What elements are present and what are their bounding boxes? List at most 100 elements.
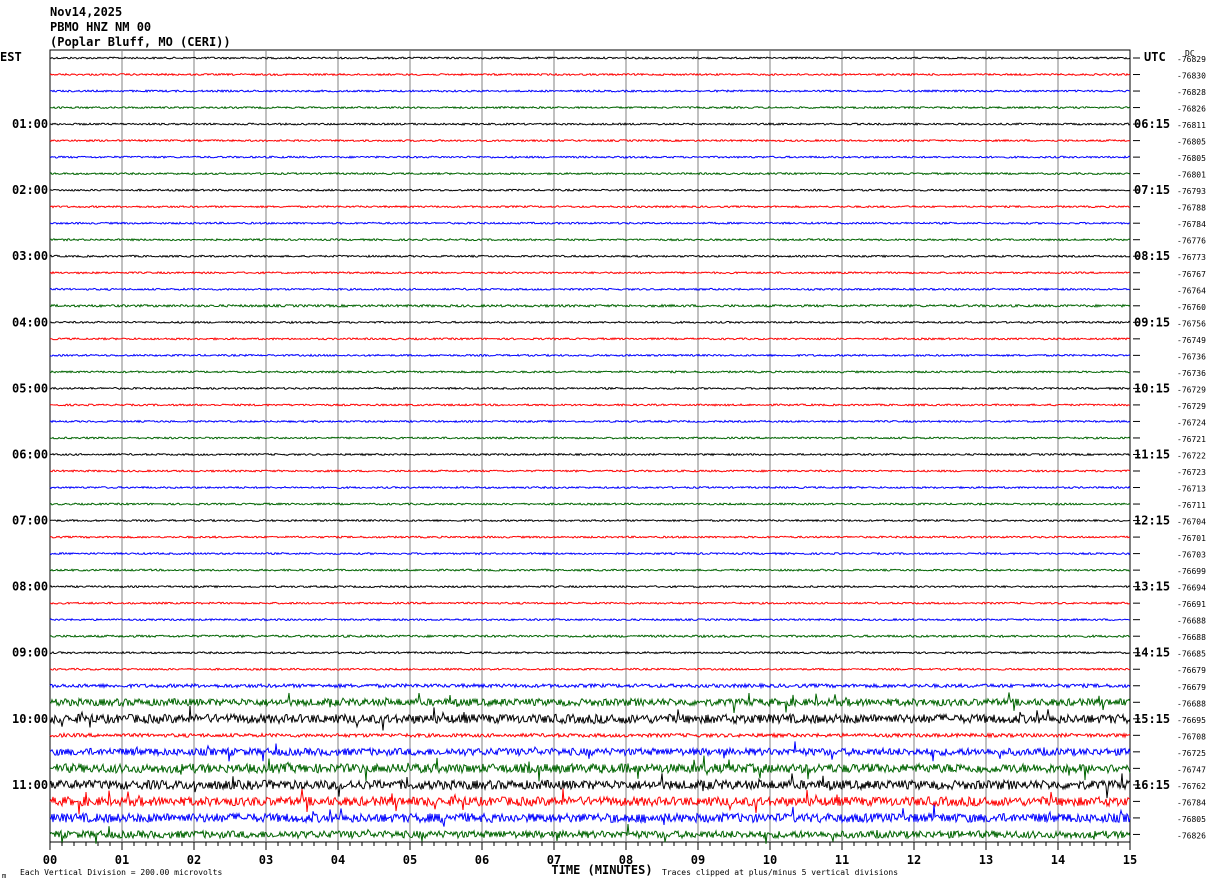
- station-code: PBMO HNZ NM 00: [50, 20, 152, 34]
- station-location: (Poplar Bluff, MO (CERI)): [50, 35, 231, 49]
- seismic-traces: [49, 56, 1131, 844]
- seismic-trace: [49, 254, 1131, 259]
- dc-offset-label: -76784: [1177, 220, 1206, 229]
- seismic-trace: [49, 469, 1131, 473]
- seismic-trace: [49, 122, 1131, 127]
- seismic-trace: [49, 188, 1131, 192]
- x-tick-label: 08: [619, 853, 633, 867]
- dc-offset-label: -76788: [1177, 204, 1206, 213]
- seismic-trace: [49, 303, 1131, 309]
- dc-offset-label: -76793: [1177, 187, 1206, 196]
- seismic-trace: [49, 419, 1131, 424]
- seismic-trace: [49, 287, 1131, 292]
- dc-offset-label: -76764: [1177, 286, 1206, 295]
- left-hour-label: 08:00: [12, 580, 48, 594]
- right-hour-label: 07:15: [1134, 183, 1170, 197]
- x-tick-label: 04: [331, 853, 345, 867]
- dc-offset-label: -76805: [1177, 154, 1206, 163]
- x-tick-label: 11: [835, 853, 849, 867]
- seismic-trace: [49, 617, 1131, 622]
- left-hour-label: 06:00: [12, 447, 48, 461]
- dc-offset-label: -76736: [1177, 369, 1206, 378]
- x-tick-label: 03: [259, 853, 273, 867]
- x-tick-label: 13: [979, 853, 993, 867]
- seismic-trace: [49, 502, 1131, 506]
- seismic-trace: [49, 692, 1131, 713]
- dc-offset-label: -76694: [1177, 584, 1206, 593]
- x-tick-label: 15: [1123, 853, 1137, 867]
- seismic-trace: [49, 551, 1131, 556]
- seismic-trace: [49, 485, 1131, 490]
- seismic-trace: [49, 804, 1131, 827]
- right-hour-label: 08:15: [1134, 249, 1170, 263]
- dc-offset-label: -76722: [1177, 451, 1206, 460]
- seismic-trace: [50, 221, 1131, 226]
- seismic-trace: [49, 755, 1131, 782]
- plot-frame: [49, 49, 1131, 843]
- time-axis: 00 01 02 03 04 05 06 07 08 09 10 11 12 13 14 15: [43, 842, 1137, 867]
- dc-offset-label: -76721: [1177, 435, 1206, 444]
- scale-note: Each Vertical Division = 200.00 microvol…: [20, 868, 222, 877]
- seismic-trace: [49, 436, 1131, 440]
- x-axis-title: TIME (MINUTES): [551, 863, 652, 877]
- left-hour-label: 01:00: [12, 117, 48, 131]
- right-hour-label: 14:15: [1134, 646, 1170, 660]
- dc-offset-label: -76695: [1177, 716, 1206, 725]
- dc-offset-label: -76830: [1177, 72, 1206, 81]
- dc-offset-label: -76688: [1177, 699, 1206, 708]
- x-tick-label: 00: [43, 853, 57, 867]
- seismic-trace: [49, 386, 1131, 391]
- axis-labels: -76829 -76830 -76828 -76826 -76811 -76805 -768…: [0, 49, 1206, 880]
- right-hour-label: 10:15: [1134, 381, 1170, 395]
- x-tick-label: 07: [547, 853, 561, 867]
- seismic-trace: [49, 535, 1131, 539]
- corner-mark: m: [2, 872, 6, 880]
- seismic-trace: [49, 682, 1131, 690]
- left-hour-label: 05:00: [12, 381, 48, 395]
- dc-offset-label: -76688: [1177, 617, 1206, 626]
- dc-offset-label: -76691: [1177, 600, 1206, 609]
- dc-offset-label: -76703: [1177, 551, 1206, 560]
- dc-offset-label: -76699: [1177, 567, 1206, 576]
- dc-offset-label: -76776: [1177, 237, 1206, 246]
- dc-offset-label: -76760: [1177, 303, 1206, 312]
- seismic-trace: [49, 105, 1131, 110]
- dc-offset-label: -76826: [1177, 831, 1206, 840]
- dc-offset-label: -76767: [1177, 270, 1206, 279]
- seismic-trace: [49, 353, 1131, 358]
- left-hour-label: 04:00: [12, 315, 48, 329]
- seismic-trace: [49, 823, 1131, 844]
- left-hour-label: 09:00: [12, 646, 48, 660]
- dc-offset-label: -76679: [1177, 683, 1206, 692]
- seismic-trace: [49, 403, 1131, 407]
- dc-offset-label: -76826: [1177, 105, 1206, 114]
- seismic-trace: [49, 204, 1131, 209]
- seismic-trace: [49, 788, 1131, 815]
- seismic-trace: [49, 452, 1131, 457]
- right-hour-label: 06:15: [1134, 117, 1170, 131]
- dc-offset-label: -76725: [1177, 749, 1206, 758]
- dc-offset-label: -76688: [1177, 633, 1206, 642]
- x-tick-label: 01: [115, 853, 129, 867]
- seismic-trace: [49, 370, 1131, 374]
- seismic-trace: [49, 650, 1130, 655]
- seismic-trace: [49, 732, 1131, 739]
- right-hour-label: 16:15: [1134, 778, 1170, 792]
- dc-offset-label: -76729: [1177, 385, 1206, 394]
- dc-offset-label: -76701: [1177, 534, 1206, 543]
- seismic-trace: [49, 237, 1131, 242]
- seismic-trace: [49, 171, 1131, 176]
- dc-offset-label: -76747: [1177, 765, 1206, 774]
- x-tick-label: 09: [691, 853, 705, 867]
- left-timezone-label: EST: [0, 50, 22, 64]
- seismic-trace: [50, 601, 1131, 605]
- seismic-trace: [49, 89, 1131, 93]
- dc-offset-label: -76679: [1177, 666, 1206, 675]
- right-hour-label: 12:15: [1134, 514, 1170, 528]
- dc-offset-label: -76805: [1177, 815, 1206, 824]
- seismic-trace: [49, 320, 1131, 325]
- x-tick-label: 05: [403, 853, 417, 867]
- seismic-trace: [49, 72, 1131, 77]
- dc-offset-label: -76801: [1177, 171, 1206, 180]
